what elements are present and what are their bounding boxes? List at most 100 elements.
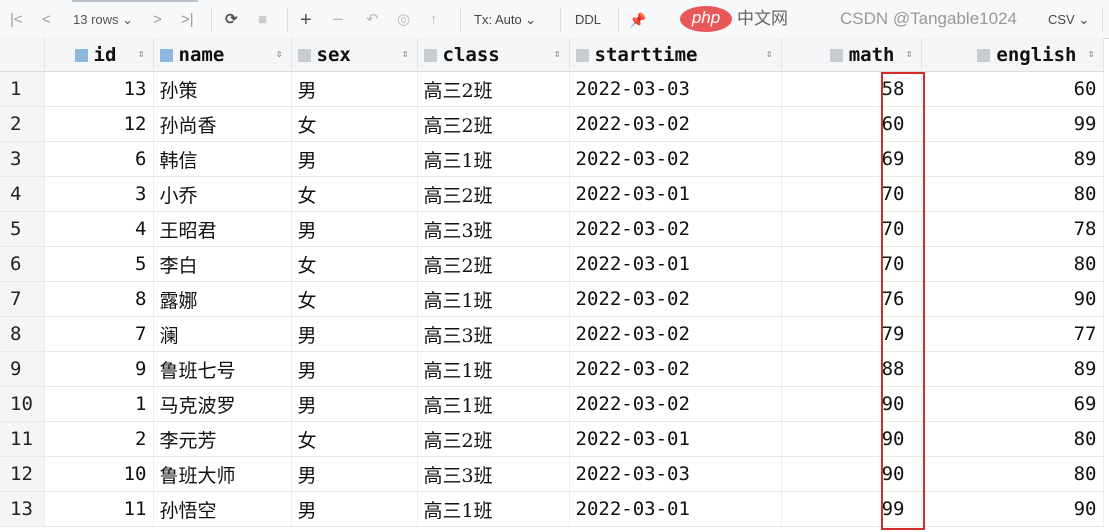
cell-math[interactable]: 76 [781, 281, 922, 317]
cell-starttime[interactable]: 2022-03-03 [569, 71, 782, 107]
table-row[interactable]: 6 5 李白女高三2班 2022-03-01 70 80 [0, 246, 1104, 282]
cell-name[interactable]: 孙策 [153, 71, 292, 107]
cell-english[interactable]: 89 [921, 351, 1104, 387]
cell-math[interactable]: 60 [781, 106, 922, 142]
table-row[interactable]: 8 7 澜男高三3班 2022-03-02 79 77 [0, 316, 1104, 352]
cell-starttime[interactable]: 2022-03-01 [569, 246, 782, 282]
last-page-button[interactable]: >| [181, 11, 194, 28]
cell-english[interactable]: 90 [921, 281, 1104, 317]
column-header-english[interactable]: english ⇕ [921, 38, 1104, 72]
cell-name[interactable]: 马克波罗 [153, 386, 292, 422]
cell-class[interactable]: 高三2班 [417, 106, 570, 142]
cell-class[interactable]: 高三1班 [417, 386, 570, 422]
cell-name[interactable]: 李元芳 [153, 421, 292, 457]
cell-class[interactable]: 高三3班 [417, 211, 570, 247]
table-row[interactable]: 4 3 小乔女高三2班 2022-03-01 70 80 [0, 176, 1104, 212]
cell-math[interactable]: 70 [781, 246, 922, 282]
cell-starttime[interactable]: 2022-03-03 [569, 456, 782, 492]
ddl-button[interactable]: DDL [575, 12, 602, 27]
cell-math[interactable]: 70 [781, 211, 922, 247]
cell-class[interactable]: 高三1班 [417, 281, 570, 317]
table-row[interactable]: 10 1 马克波罗男高三1班 2022-03-02 90 69 [0, 386, 1104, 422]
cell-id[interactable]: 13 [44, 71, 154, 107]
cell-id[interactable]: 5 [44, 246, 154, 282]
next-page-button[interactable]: > [153, 11, 162, 28]
cell-english[interactable]: 89 [921, 141, 1104, 177]
prev-page-button[interactable]: < [42, 11, 51, 28]
cell-class[interactable]: 高三2班 [417, 176, 570, 212]
pin-icon[interactable]: 📌 [629, 12, 647, 28]
column-header-id[interactable]: id ⇕ [44, 38, 154, 72]
cell-math[interactable]: 70 [781, 176, 922, 212]
sort-icon[interactable]: ⇕ [553, 47, 561, 60]
cell-sex[interactable]: 男 [291, 491, 418, 527]
cell-class[interactable]: 高三2班 [417, 246, 570, 282]
cell-sex[interactable]: 女 [291, 281, 418, 317]
add-row-icon[interactable]: + [300, 9, 312, 31]
sort-icon[interactable]: ⇕ [275, 47, 283, 60]
cell-sex[interactable]: 女 [291, 106, 418, 142]
table-row[interactable]: 12 10 鲁班大师男高三3班 2022-03-03 90 80 [0, 456, 1104, 492]
sort-icon[interactable]: ⇕ [765, 47, 773, 60]
cell-name[interactable]: 孙尚香 [153, 106, 292, 142]
cell-starttime[interactable]: 2022-03-02 [569, 106, 782, 142]
cell-id[interactable]: 10 [44, 456, 154, 492]
cell-sex[interactable]: 男 [291, 211, 418, 247]
cell-id[interactable]: 4 [44, 211, 154, 247]
cell-id[interactable]: 6 [44, 141, 154, 177]
export-format-dropdown[interactable]: CSV ⌄ [1048, 12, 1090, 27]
cell-class[interactable]: 高三2班 [417, 71, 570, 107]
rows-dropdown[interactable]: 13 rows ⌄ [73, 12, 134, 27]
cell-class[interactable]: 高三1班 [417, 351, 570, 387]
remove-row-icon[interactable]: − [332, 9, 344, 31]
submit-icon[interactable]: ↑ [430, 11, 438, 28]
column-header-starttime[interactable]: starttime ⇕ [569, 38, 782, 72]
cell-name[interactable]: 王昭君 [153, 211, 292, 247]
table-row[interactable]: 13 11 孙悟空男高三1班 2022-03-01 99 90 [0, 491, 1104, 527]
column-header-math[interactable]: math ⇕ [781, 38, 922, 72]
cell-math[interactable]: 90 [781, 386, 922, 422]
cell-math[interactable]: 58 [781, 71, 922, 107]
cell-id[interactable]: 3 [44, 176, 154, 212]
preview-icon[interactable]: ◎ [397, 11, 411, 28]
sort-icon[interactable]: ⇕ [1087, 47, 1095, 60]
cell-english[interactable]: 99 [921, 106, 1104, 142]
sort-icon[interactable]: ⇕ [905, 47, 913, 60]
cell-english[interactable]: 69 [921, 386, 1104, 422]
cell-english[interactable]: 77 [921, 316, 1104, 352]
cell-sex[interactable]: 男 [291, 141, 418, 177]
cell-id[interactable]: 7 [44, 316, 154, 352]
table-row[interactable]: 5 4 王昭君男高三3班 2022-03-02 70 78 [0, 211, 1104, 247]
tx-mode-dropdown[interactable]: Tx: Auto ⌄ [474, 12, 537, 27]
cell-sex[interactable]: 男 [291, 351, 418, 387]
cell-starttime[interactable]: 2022-03-01 [569, 491, 782, 527]
cell-id[interactable]: 12 [44, 106, 154, 142]
cell-starttime[interactable]: 2022-03-01 [569, 421, 782, 457]
first-page-button[interactable]: |< [10, 11, 23, 28]
cell-name[interactable]: 小乔 [153, 176, 292, 212]
revert-icon[interactable]: ↶ [366, 11, 379, 28]
cell-english[interactable]: 78 [921, 211, 1104, 247]
cell-english[interactable]: 80 [921, 456, 1104, 492]
cell-english[interactable]: 80 [921, 246, 1104, 282]
cell-english[interactable]: 60 [921, 71, 1104, 107]
cell-name[interactable]: 鲁班七号 [153, 351, 292, 387]
cell-starttime[interactable]: 2022-03-02 [569, 281, 782, 317]
cell-english[interactable]: 80 [921, 421, 1104, 457]
cell-starttime[interactable]: 2022-03-01 [569, 176, 782, 212]
cell-english[interactable]: 90 [921, 491, 1104, 527]
stop-icon[interactable]: ■ [258, 11, 268, 28]
cell-sex[interactable]: 女 [291, 246, 418, 282]
table-row[interactable]: 11 2 李元芳女高三2班 2022-03-01 90 80 [0, 421, 1104, 457]
cell-starttime[interactable]: 2022-03-02 [569, 141, 782, 177]
cell-id[interactable]: 8 [44, 281, 154, 317]
cell-name[interactable]: 孙悟空 [153, 491, 292, 527]
cell-class[interactable]: 高三3班 [417, 316, 570, 352]
cell-class[interactable]: 高三1班 [417, 491, 570, 527]
cell-sex[interactable]: 男 [291, 316, 418, 352]
cell-class[interactable]: 高三1班 [417, 141, 570, 177]
refresh-icon[interactable]: ⟳ [225, 11, 238, 28]
cell-sex[interactable]: 男 [291, 71, 418, 107]
cell-id[interactable]: 9 [44, 351, 154, 387]
cell-math[interactable]: 88 [781, 351, 922, 387]
